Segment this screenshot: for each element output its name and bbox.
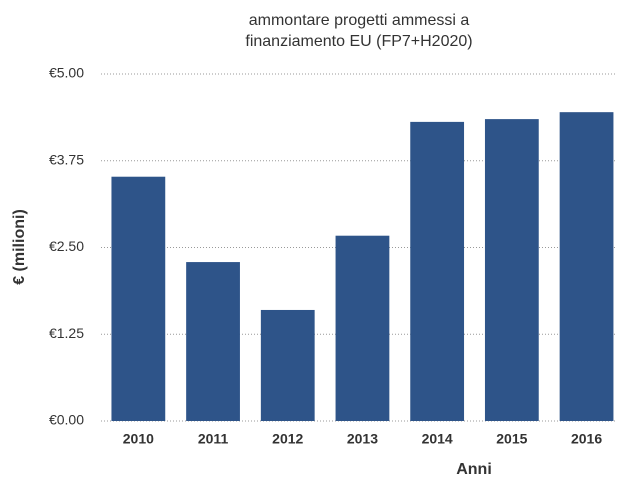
x-tick-label: 2015 — [496, 431, 527, 447]
y-tick-label: €1.25 — [49, 325, 84, 341]
bar — [410, 121, 465, 422]
x-tick-label: 2011 — [198, 431, 229, 447]
bar — [335, 235, 390, 421]
x-tick-label: 2013 — [347, 431, 378, 447]
bar — [484, 119, 539, 422]
y-tick-label: €0.00 — [49, 412, 84, 428]
x-tick-label: 2012 — [272, 431, 303, 447]
x-tick-label: 2010 — [123, 431, 154, 447]
x-axis-label: Anni — [456, 461, 492, 478]
y-tick-label: €5.00 — [49, 65, 84, 81]
bar — [111, 176, 166, 421]
bar — [559, 112, 614, 422]
x-tick-label: 2016 — [571, 431, 602, 447]
bar — [186, 262, 240, 421]
y-tick-label: €3.75 — [49, 151, 84, 167]
bar — [260, 309, 315, 421]
x-tick-label: 2014 — [422, 431, 453, 447]
y-axis-label: € (milioni) — [11, 209, 28, 285]
chart-title: ammontare progetti ammessi a finanziamen… — [245, 12, 473, 50]
y-tick-label: €2.50 — [49, 238, 84, 254]
